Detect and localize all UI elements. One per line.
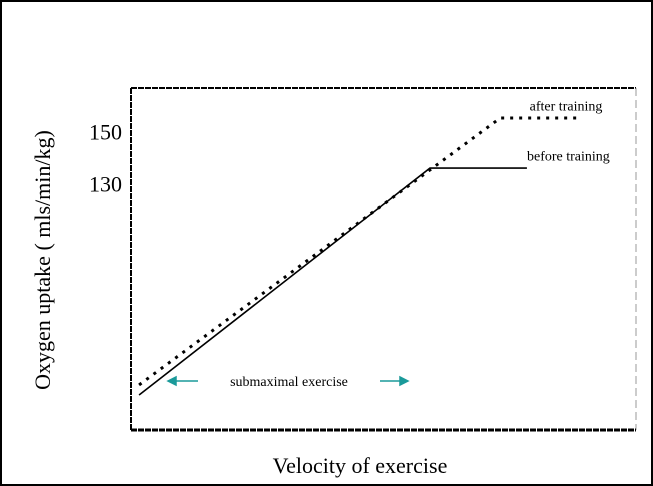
series-label: before training bbox=[527, 149, 610, 164]
series-label: after training bbox=[530, 99, 603, 114]
y-axis-label: Oxygen uptake ( mls/min/kg) bbox=[30, 130, 55, 390]
x-axis-label: Velocity of exercise bbox=[273, 453, 448, 478]
y-tick-label: 150 bbox=[89, 120, 122, 145]
series-line bbox=[138, 116, 580, 387]
annotation: submaximal exercise bbox=[230, 375, 348, 390]
series-line bbox=[138, 167, 527, 396]
arrows bbox=[166, 375, 410, 387]
y-tick-label: 130 bbox=[89, 172, 122, 197]
